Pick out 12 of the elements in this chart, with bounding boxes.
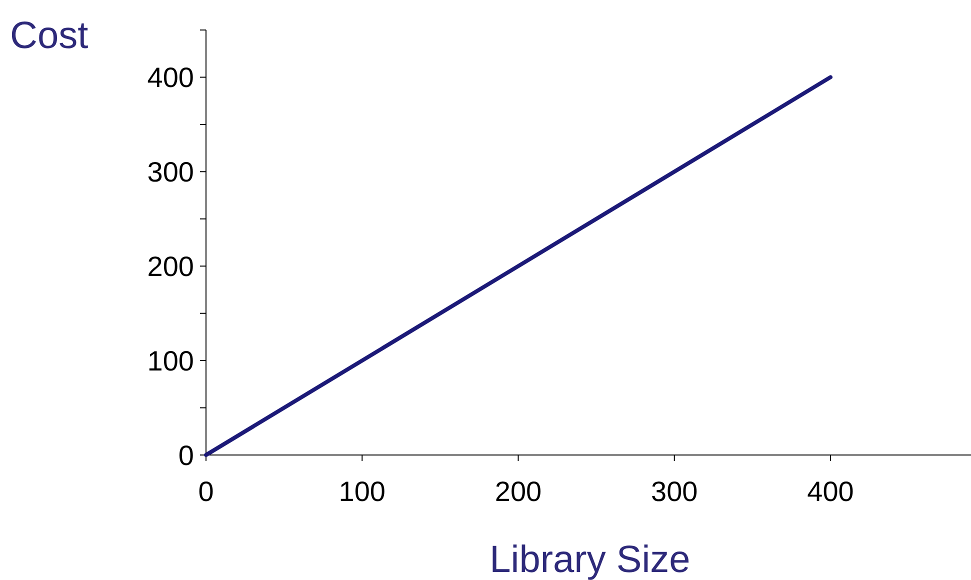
x-tick-label: 300 [651, 476, 698, 507]
y-tick-label: 0 [178, 440, 194, 471]
y-tick-label: 200 [147, 250, 194, 282]
x-tick-label: 400 [807, 476, 854, 507]
x-axis-title: Library Size [490, 539, 690, 580]
y-tick-label: 300 [147, 156, 194, 188]
x-tick-label: 200 [494, 476, 542, 507]
x-tick-label: 0 [198, 476, 214, 507]
y-axis-title: Cost [10, 15, 89, 57]
y-tick-label: 400 [147, 62, 194, 94]
x-tick-label: 100 [338, 476, 386, 507]
y-tick-label: 100 [147, 345, 194, 376]
